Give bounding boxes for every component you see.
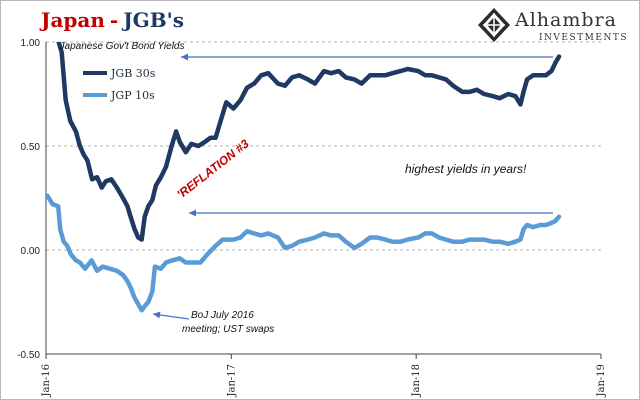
grid-layer [46, 41, 601, 251]
legend: JGB 30s JGP 10s [83, 67, 156, 102]
arrow-jgb10-level-head [189, 209, 196, 217]
y-tick-label: -0.50 [17, 350, 40, 361]
logo-name: Alhambra [515, 9, 617, 31]
series-line-jgb10 [46, 193, 562, 313]
series-line-jgb30 [56, 42, 562, 242]
highest-yields-annotation: highest yields in years! [405, 162, 527, 176]
boj-annotation-line1: BoJ July 2016 [191, 310, 254, 321]
annotation-layer [152, 53, 553, 320]
y-tick-label: 0.50 [21, 142, 41, 153]
title-separator: - [109, 8, 119, 32]
chart-title: Japanese Gov't Bond Yields [59, 41, 185, 52]
x-tick-label: Jan-18 [411, 364, 422, 398]
x-tick-label: Jan-16 [41, 364, 52, 398]
y-tick-label: 0.00 [21, 246, 41, 257]
x-tick-label: Jan-19 [596, 364, 607, 398]
arrow-jgb30-level-head [181, 53, 188, 61]
legend-label-jgb30: JGB 30s [110, 67, 156, 80]
diamond-lattice-icon [478, 8, 510, 42]
alhambra-logo: Alhambra INVESTMENTS [477, 7, 637, 47]
boj-annotation-line2: meeting; UST swaps [182, 324, 274, 335]
arrow-boj-meeting-head [153, 311, 161, 319]
page-title: Japan - JGB's [41, 8, 184, 32]
y-tick-label: 1.00 [21, 38, 41, 49]
title-country: Japan [41, 8, 105, 32]
logo-tagline: INVESTMENTS [539, 33, 628, 43]
x-tick-label: Jan-17 [226, 364, 237, 398]
title-subject: JGB's [123, 8, 185, 32]
legend-label-jgb10: JGP 10s [110, 89, 155, 102]
series-layer [46, 42, 562, 313]
